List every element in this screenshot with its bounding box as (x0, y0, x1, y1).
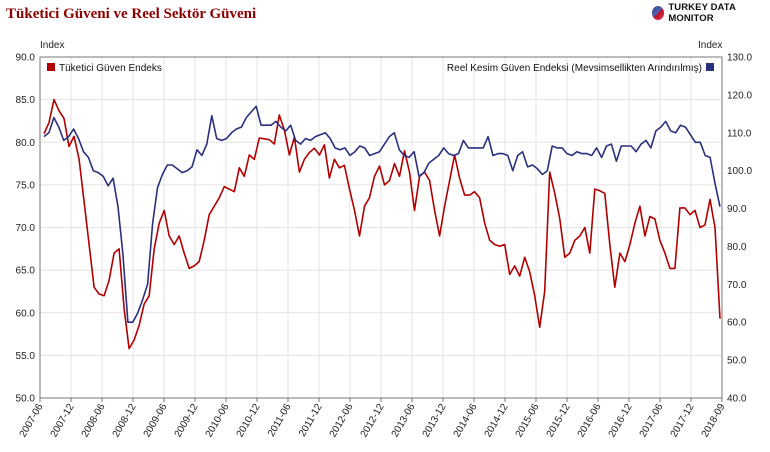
x-tick-label: 2010-06 (204, 402, 232, 440)
x-tick-label: 2018-09 (700, 402, 728, 440)
axes: 50.0 55.0 60.0 65.0 70.0 75.0 80.0 85.0 90.0 40.0… (16, 53, 753, 440)
x-tick-label: 2011-06 (266, 402, 294, 439)
right-tick-label: 80.0 (727, 242, 747, 253)
x-tick-label: 2012-06 (328, 402, 356, 440)
right-tick-label: 120.0 (727, 90, 752, 101)
x-tick-label: 2013-06 (390, 402, 418, 440)
x-tick-label: 2014-12 (483, 402, 511, 440)
x-tick-label: 2007-12 (49, 402, 77, 440)
brand-name: TURKEY DATA MONITOR (668, 2, 736, 24)
right-axis-unit: Index (698, 40, 722, 51)
left-tick-label: 55.0 (16, 351, 36, 362)
legend-swatch-real-sector (706, 63, 714, 71)
x-tick-label: 2009-06 (142, 402, 170, 440)
left-tick-label: 70.0 (16, 223, 36, 234)
x-tick-label: 2016-12 (607, 402, 635, 440)
x-tick-label: 2016-06 (576, 402, 604, 440)
left-tick-label: 60.0 (16, 308, 36, 319)
left-axis-unit: Index (40, 40, 64, 51)
chart-title: Tüketici Güveni ve Reel Sektör Güveni (6, 6, 257, 22)
legend-label-consumer: Tüketici Güven Endeks (59, 63, 162, 74)
right-tick-label: 100.0 (727, 166, 752, 177)
brand-logo: TURKEY DATA MONITOR (652, 2, 770, 24)
right-tick-label: 60.0 (727, 318, 747, 329)
legend: Tüketici Güven Endeks Reel Kesim Güven En… (47, 63, 714, 74)
x-tick-label: 2010-12 (235, 402, 263, 440)
x-tick-label: 2008-12 (111, 402, 139, 440)
x-tick-label: 2009-12 (173, 402, 201, 440)
x-tick-label: 2017-12 (669, 402, 697, 440)
x-tick-label: 2015-06 (514, 402, 542, 440)
left-tick-label: 75.0 (16, 180, 36, 191)
x-tick-label: 2007-06 (18, 402, 46, 440)
x-tick-label: 2011-12 (297, 402, 325, 439)
x-tick-label: 2008-06 (80, 402, 108, 440)
right-tick-label: 50.0 (727, 356, 747, 367)
left-tick-label: 90.0 (16, 53, 36, 64)
right-tick-label: 90.0 (727, 204, 747, 215)
right-tick-label: 110.0 (727, 128, 752, 139)
series-lines (43, 98, 721, 350)
x-tick-label: 2015-12 (545, 402, 573, 440)
x-tick-label: 2012-12 (359, 402, 387, 440)
left-tick-label: 50.0 (16, 394, 36, 405)
legend-swatch-consumer (47, 63, 55, 71)
left-tick-label: 65.0 (16, 266, 36, 277)
globe-icon (652, 6, 665, 20)
grid-lines (39, 56, 723, 399)
right-tick-label: 130.0 (727, 53, 752, 64)
x-tick-label: 2017-06 (638, 402, 666, 440)
consumer-confidence-line (43, 98, 721, 350)
right-tick-label: 70.0 (727, 280, 747, 291)
legend-label-real-sector: Reel Kesim Güven Endeksi (Mevsimsellikte… (447, 63, 702, 74)
real-sector-confidence-line (43, 105, 721, 324)
right-tick-label: 40.0 (727, 394, 747, 405)
plot-frame (39, 56, 723, 399)
left-tick-label: 85.0 (16, 95, 36, 106)
x-tick-label: 2013-12 (421, 402, 449, 440)
x-tick-label: 2014-06 (452, 402, 480, 440)
left-tick-label: 80.0 (16, 138, 36, 149)
